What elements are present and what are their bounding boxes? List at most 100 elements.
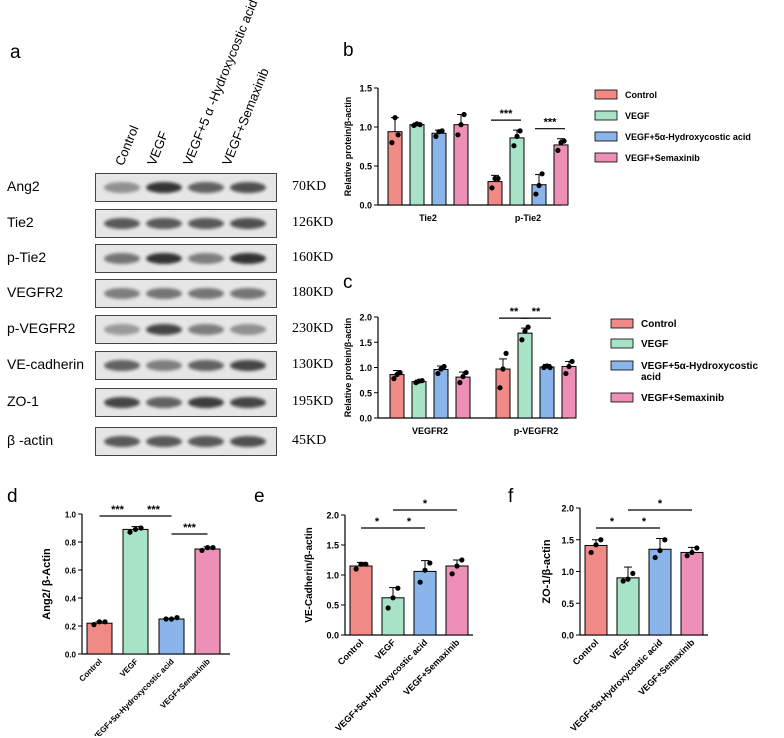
chart-b-bar — [509, 137, 525, 206]
chart-d-sig-label: *** — [183, 522, 197, 534]
chart-f-category-label: VEGF — [608, 637, 633, 662]
blot-band — [230, 253, 266, 264]
chart-d-category-label: VEGF — [118, 657, 140, 679]
chart-d-data-point — [102, 619, 108, 625]
chart-c-legend-swatch — [610, 338, 634, 349]
blot-band — [146, 253, 182, 264]
chart-e-data-point — [417, 579, 423, 585]
chart-d-ytick-label: 0.8 — [65, 539, 77, 548]
blot-band — [230, 218, 266, 229]
chart-e-data-point — [459, 557, 465, 563]
chart-e-data-point — [395, 585, 401, 591]
chart-c-data-point — [419, 378, 425, 384]
chart-c-ylabel: Relative protein/β-actin — [343, 318, 353, 418]
chart-d-data-point — [210, 545, 216, 551]
chart-d-data-point — [174, 615, 180, 621]
chart-c-data-point — [522, 328, 528, 334]
chart-b-data-point — [439, 128, 445, 134]
blot-band — [104, 182, 140, 193]
blot-band — [188, 397, 224, 408]
lane-label-control: Control — [112, 123, 142, 168]
blot-band — [146, 182, 182, 193]
chart-f-data-point — [620, 578, 626, 584]
chart-b-data-point — [489, 185, 495, 191]
chart-e-sig-label: * — [407, 516, 412, 528]
blot-label-ve-cadherin: VE-cadherin — [7, 356, 85, 372]
chart-b-bar — [487, 181, 503, 206]
chart-d-data-point — [138, 525, 144, 531]
chart-c-data-point — [435, 370, 441, 377]
chart-b-data-point — [539, 171, 545, 177]
chart-b-group-label: p-Tie2 — [515, 213, 541, 223]
chart-f-ytick-label: 0.5 — [561, 599, 574, 609]
chart-c-bar — [433, 369, 449, 419]
chart-c-legend-label: acid — [641, 372, 661, 383]
chart-f-data-point — [657, 547, 663, 554]
chart-e-data-point — [390, 595, 396, 601]
chart-f-bar — [648, 548, 672, 636]
blot-band — [230, 288, 266, 299]
chart-b-sig-label: *** — [544, 117, 558, 129]
blot-band — [146, 324, 182, 335]
chart-b: 0.0 0.5 1.0 1.5 Relative protein/β-actin Tie2… — [343, 84, 751, 224]
chart-b-data-point — [395, 132, 401, 138]
panel-letter-f: f — [508, 486, 514, 507]
chart-c-data-point — [391, 376, 397, 382]
chart-c-ytick-label: 1.0 — [359, 363, 372, 373]
chart-b-data-point — [461, 111, 467, 118]
chart-e: 0.0 0.5 1.0 1.5 2.0 VE-Cadherin/β-actin Contro… — [304, 498, 473, 733]
chart-b-group-label: Tie2 — [419, 213, 437, 223]
chart-b-ytick-label: 0.0 — [359, 201, 372, 211]
chart-d-data-point — [91, 622, 97, 628]
chart-b-legend-swatch — [594, 131, 618, 142]
blot-label-zo-1: ZO-1 — [7, 393, 39, 409]
chart-b-data-point — [433, 133, 439, 139]
chart-b-legend-label: VEGF — [625, 111, 650, 121]
chart-f-sig-label: * — [610, 516, 615, 528]
chart-c-bar — [411, 381, 427, 419]
panel-letter-b: b — [343, 40, 354, 61]
blot-band — [188, 253, 224, 264]
chart-f-data-point — [694, 545, 700, 551]
chart-b-data-point — [514, 133, 520, 139]
blot-band — [230, 324, 266, 335]
lane-label-vegf: VEGF — [144, 129, 172, 168]
chart-b-bar — [553, 144, 569, 206]
chart-b-ytick-label: 0.5 — [359, 162, 372, 172]
chart-b-bar — [409, 124, 425, 206]
blot-band — [104, 253, 140, 264]
chart-c-data-point — [547, 364, 553, 371]
chart-d-bar — [122, 528, 149, 655]
chart-f-data-point — [625, 576, 631, 582]
chart-c-data-point — [457, 380, 463, 386]
blot-band — [104, 288, 140, 299]
chart-b-bar — [453, 124, 469, 206]
chart-b-data-point — [533, 191, 539, 197]
chart-e-sig-label: * — [375, 516, 380, 528]
blot-band — [230, 397, 266, 408]
blot-band — [104, 360, 140, 371]
panel-letter-a: a — [10, 42, 21, 63]
chart-c-data-point — [497, 385, 503, 391]
chart-c-legend-swatch — [610, 360, 634, 371]
panel-letter-e: e — [254, 486, 265, 507]
blot-label-tie2: Tie2 — [7, 214, 34, 230]
chart-f-category-label: Control — [571, 637, 601, 667]
chart-d-data-point — [132, 526, 139, 532]
chart-c-data-point — [566, 363, 572, 370]
chart-d-bar — [86, 622, 113, 655]
chart-f-bar — [680, 551, 704, 636]
chart-c-legend-swatch — [610, 392, 634, 403]
chart-f-ytick-label: 0.0 — [561, 631, 574, 641]
chart-d-category-label: Control — [77, 657, 103, 683]
chart-c-data-point — [397, 369, 403, 376]
chart-f-data-point — [588, 549, 594, 556]
chart-c-bar — [517, 332, 533, 419]
blot-strip-actin — [95, 427, 277, 456]
chart-e-category-label: Control — [336, 637, 366, 667]
chart-c-legend-label: VEGF+Semaxinib — [641, 393, 724, 404]
chart-e-data-point — [358, 561, 364, 567]
chart-f-ytick-label: 2.0 — [561, 504, 574, 514]
blot-band — [188, 182, 224, 193]
chart-b-data-point — [495, 175, 501, 182]
